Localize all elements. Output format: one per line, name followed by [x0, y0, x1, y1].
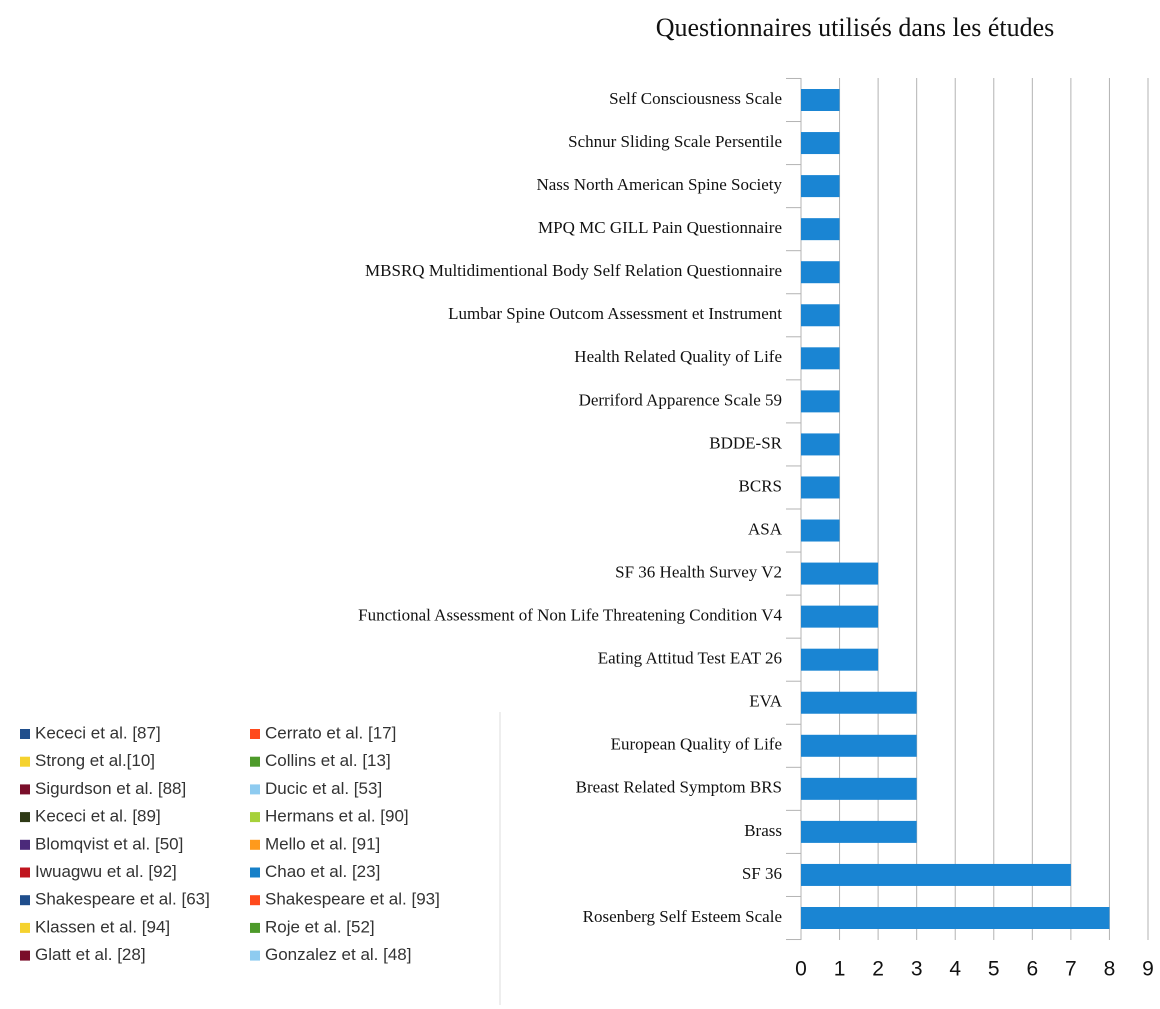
legend-label: Blomqvist et al. [50] [35, 834, 183, 853]
y-tick-label: Brass [744, 821, 782, 840]
y-tick-label: MBSRQ Multidimentional Body Self Relatio… [365, 261, 782, 280]
legend-swatch [250, 756, 260, 767]
bar [801, 476, 840, 499]
x-tick-label: 1 [834, 958, 846, 981]
legend-label: Iwuagwu et al. [92] [35, 862, 177, 881]
bar [801, 562, 879, 585]
legend-swatch [20, 867, 30, 878]
bar [801, 347, 840, 370]
y-tick-label: Eating Attitud Test EAT 26 [598, 649, 782, 668]
y-tick-label: Nass North American Spine Society [536, 175, 782, 194]
legend-swatch [20, 784, 30, 795]
x-tick-label: 6 [1026, 958, 1038, 981]
x-tick-label: 9 [1142, 958, 1154, 981]
legend-swatch [20, 756, 30, 767]
legend-label: Gonzalez et al. [48] [265, 945, 411, 964]
legend-label: Mello et al. [91] [265, 834, 380, 853]
legend-label: Roje et al. [52] [265, 917, 375, 936]
bar [801, 863, 1071, 886]
legend-label: Cerrato et al. [17] [265, 723, 396, 742]
x-tick-label: 2 [872, 958, 884, 981]
bar [801, 777, 917, 800]
legend-label: Strong et al.[10] [35, 751, 155, 770]
y-tick-label: SF 36 [742, 864, 782, 883]
y-tick-label: Schnur Sliding Scale Persentile [568, 132, 782, 151]
y-tick-label: BCRS [739, 476, 782, 495]
legend-label: Hermans et al. [90] [265, 807, 409, 826]
legend-label: Shakespeare et al. [93] [265, 890, 440, 909]
x-tick-label: 5 [988, 958, 1000, 981]
legend-swatch [20, 950, 30, 961]
y-tick-label: Health Related Quality of Life [574, 347, 782, 366]
bar [801, 218, 840, 241]
bar [801, 648, 879, 671]
legend-label: Sigurdson et al. [88] [35, 779, 186, 798]
legend-swatch [20, 839, 30, 850]
legend-swatch [20, 812, 30, 823]
x-tick-label: 0 [795, 958, 807, 981]
x-tick-label: 3 [911, 958, 923, 981]
legend-swatch [20, 922, 30, 933]
y-tick-label: Lumbar Spine Outcom Assessment et Instru… [448, 304, 782, 323]
y-tick-label: BDDE-SR [709, 433, 782, 452]
y-tick-label: Self Consciousness Scale [609, 89, 782, 108]
bar [801, 691, 917, 714]
legend-swatch [250, 729, 260, 739]
legend-swatch [250, 922, 260, 933]
legend-swatch [250, 839, 260, 850]
y-tick-label: MPQ MC GILL Pain Questionnaire [538, 218, 782, 237]
bar [801, 519, 840, 542]
legend-swatch [20, 729, 30, 739]
bar [801, 605, 879, 628]
y-tick-label: ASA [748, 519, 783, 538]
y-tick-label: Functional Assessment of Non Life Threat… [358, 606, 782, 625]
bar [801, 820, 917, 843]
bar [801, 304, 840, 327]
legend-swatch [250, 950, 260, 961]
x-tick-label: 4 [949, 958, 961, 981]
bar [801, 390, 840, 413]
x-tick-label: 8 [1104, 958, 1116, 981]
bar [801, 261, 840, 284]
legend-label: Collins et al. [13] [265, 751, 391, 770]
legend-label: Ducic et al. [53] [265, 779, 382, 798]
legend-label: Klassen et al. [94] [35, 917, 170, 936]
legend-label: Glatt et al. [28] [35, 945, 146, 964]
bar [801, 175, 840, 198]
bar [801, 89, 840, 111]
y-tick-label: Rosenberg Self Esteem Scale [583, 907, 782, 926]
legend-swatch [250, 895, 260, 906]
bar [801, 132, 840, 155]
legend-swatch [250, 812, 260, 823]
y-tick-label: EVA [749, 692, 782, 711]
legend-label: Shakespeare et al. [63] [35, 890, 210, 909]
y-tick-label: European Quality of Life [611, 735, 782, 754]
bar [801, 734, 917, 757]
chart-title: Questionnaires utilisés dans les études [656, 13, 1055, 42]
bar [801, 907, 1110, 929]
legend-label: Kececi et al. [87] [35, 723, 161, 742]
y-tick-label: Breast Related Symptom BRS [576, 778, 782, 797]
legend-label: Chao et al. [23] [265, 862, 380, 881]
legend-swatch [20, 895, 30, 906]
bar [801, 433, 840, 456]
legend-swatch [250, 784, 260, 795]
y-tick-label: SF 36 Health Survey V2 [615, 562, 782, 581]
legend-label: Kececi et al. [89] [35, 807, 161, 826]
x-tick-label: 7 [1065, 958, 1077, 981]
y-tick-label: Derriford Apparence Scale 59 [579, 390, 782, 409]
legend-swatch [250, 867, 260, 878]
